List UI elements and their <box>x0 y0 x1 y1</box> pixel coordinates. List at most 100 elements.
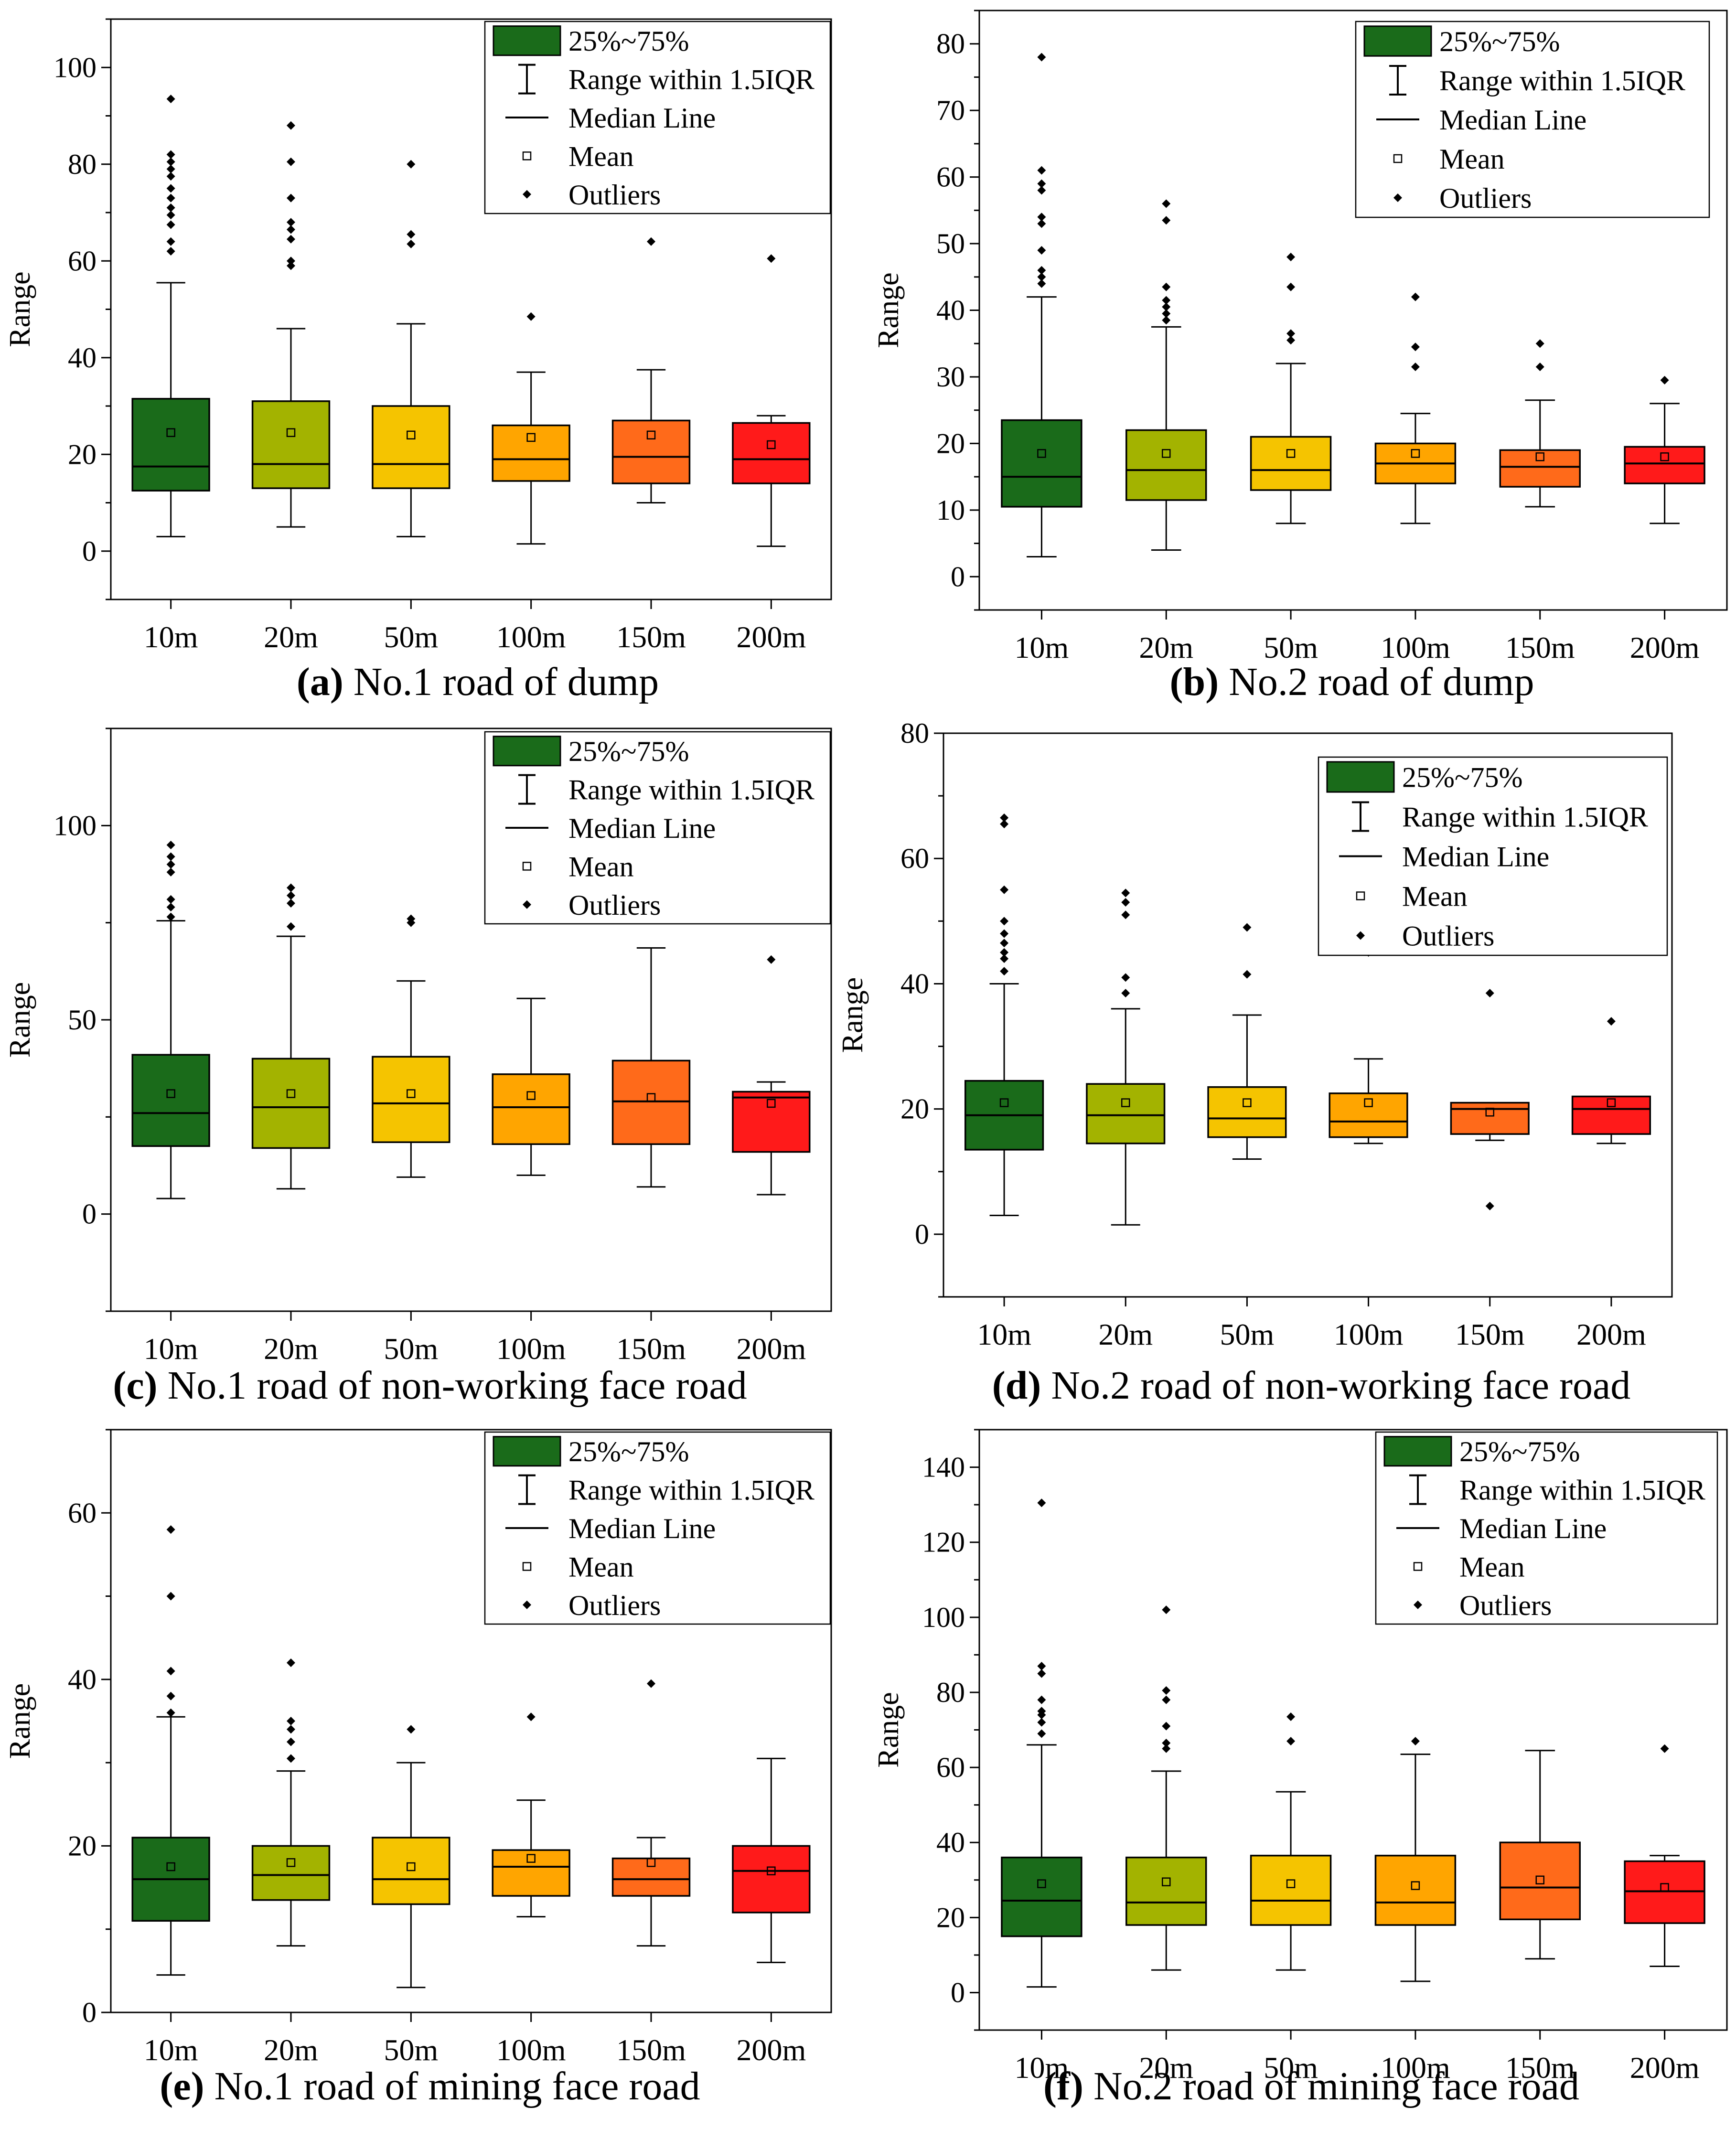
box-150m <box>1499 339 1581 508</box>
iqr-box <box>372 1056 450 1143</box>
outlier-point <box>287 922 295 931</box>
box-200m <box>1624 1744 1705 1967</box>
x-tick-label: 150m <box>616 2033 686 2067</box>
box-200m <box>732 254 811 547</box>
outlier-point <box>1037 1669 1046 1678</box>
outlier-point <box>1286 1737 1296 1746</box>
box-20m <box>1125 1605 1207 1971</box>
outlier-point <box>166 867 175 877</box>
legend-outlier-symbol <box>523 1600 531 1609</box>
x-tick-label: 100m <box>1334 1317 1404 1351</box>
legend-box-swatch <box>1326 761 1395 793</box>
outlier-point <box>1411 292 1420 301</box>
legend-label-box: 25%~75% <box>1459 1436 1580 1467</box>
x-tick-label: 20m <box>1139 631 1193 664</box>
outlier-point <box>1121 898 1130 907</box>
legend-mean-symbol <box>1393 154 1403 163</box>
outlier-point <box>166 852 175 861</box>
legend-box-swatch <box>1363 25 1432 57</box>
outlier-point <box>1121 973 1130 982</box>
outlier-point <box>1411 363 1420 372</box>
legend: 25%~75% Range within 1.5IQR Median Line Mea… <box>484 1431 831 1625</box>
panel-a: 0 20 40 60 80 100 Range 10m 20m 50m 100m 150m 200m 25… <box>4 18 832 704</box>
y-tick-label: 100 <box>922 1602 965 1633</box>
panel-title: No.2 road of mining face road <box>1093 2064 1579 2108</box>
y-axis-label: Range <box>4 271 36 347</box>
panel-b: 0 10 20 30 40 50 60 70 80 Range 10m 20m 50m 100m 150m 2… <box>872 10 1728 704</box>
iqr-box <box>611 1059 691 1145</box>
iqr-box <box>1001 419 1082 508</box>
box-50m <box>372 914 450 1178</box>
panel-label: (d) <box>992 1363 1051 1408</box>
y-tick-label: 0 <box>82 535 96 567</box>
legend-outlier-symbol <box>523 900 531 909</box>
outlier-point <box>1037 53 1046 62</box>
y-tick-label: 70 <box>936 95 965 126</box>
iqr-box <box>1624 446 1705 484</box>
x-tick-label: 100m <box>1381 2051 1450 2085</box>
outlier-point <box>1535 339 1544 348</box>
box-50m <box>1207 923 1287 1160</box>
iqr-box <box>1499 1841 1581 1920</box>
outlier-point <box>166 157 175 166</box>
outlier-point <box>1121 888 1130 898</box>
legend-label-mean: Mean <box>1439 143 1505 175</box>
panel-caption: (e) No.1 road of mining face road <box>160 2064 700 2108</box>
outlier-point <box>1286 329 1296 338</box>
iqr-box <box>251 1058 331 1149</box>
outlier-point <box>1162 1686 1171 1695</box>
iqr-box <box>1250 1854 1332 1926</box>
y-axis-label: Range <box>4 1683 36 1759</box>
x-tick-label: 150m <box>616 1332 686 1366</box>
outlier-point <box>166 1667 175 1676</box>
y-tick-label: 20 <box>936 1902 965 1933</box>
mean-marker <box>767 1099 776 1108</box>
x-tick-label: 50m <box>1264 631 1318 664</box>
outlier-point <box>1162 216 1171 225</box>
box-10m <box>964 813 1044 1217</box>
box-100m <box>1374 1737 1457 1982</box>
legend: 25%~75% Range within 1.5IQR Median Line Mea… <box>484 731 831 925</box>
x-tick-label: 50m <box>384 1332 438 1366</box>
y-tick-label: 40 <box>68 342 96 374</box>
x-tick-label: 100m <box>1381 631 1450 664</box>
box-200m <box>732 955 811 1196</box>
mean-marker <box>1037 449 1046 458</box>
box-10m <box>131 1525 210 1976</box>
outlier-point <box>166 237 175 246</box>
legend-label-mean: Mean <box>1402 881 1468 912</box>
x-tick-label: 100m <box>496 2033 566 2067</box>
y-tick-label: 20 <box>936 428 965 459</box>
outlier-point <box>767 955 776 964</box>
mean-marker <box>166 1862 175 1872</box>
outlier-point <box>1037 1718 1046 1727</box>
legend-label-median: Median Line <box>1402 841 1549 873</box>
iqr-box <box>1086 1083 1166 1144</box>
panel-f: 0 20 40 60 80 100 120 140 Range 10m 20m 50m 100m 150m… <box>872 1429 1728 2108</box>
y-tick-label: 20 <box>68 438 96 470</box>
panel-c: 0 50 100 Range 10m 20m 50m 100m 150m 200m 25%~75% R… <box>4 727 832 1408</box>
iqr-box <box>1001 1856 1082 1937</box>
outlier-point <box>407 1725 416 1734</box>
box-100m <box>1374 292 1457 524</box>
x-tick-label: 150m <box>1505 2051 1575 2085</box>
mean-marker <box>999 1098 1009 1107</box>
panel-title: No.1 road of mining face road <box>214 2064 700 2108</box>
outlier-point <box>287 235 295 244</box>
outlier-point <box>407 160 416 169</box>
outlier-point <box>287 121 295 130</box>
outlier-point <box>1162 1744 1171 1753</box>
box-20m <box>1086 888 1166 1226</box>
iqr-box <box>611 419 691 484</box>
box-150m <box>611 947 691 1188</box>
iqr-box <box>492 424 570 482</box>
y-tick-label: 120 <box>922 1527 965 1558</box>
box-50m <box>372 1725 450 1989</box>
outlier-point <box>287 1717 295 1725</box>
iqr-box <box>131 398 210 492</box>
outlier-point <box>1485 1201 1494 1210</box>
outlier-point <box>287 225 295 234</box>
iqr-box <box>732 1091 811 1153</box>
box-20m <box>1125 199 1207 551</box>
mean-marker <box>286 1089 296 1098</box>
